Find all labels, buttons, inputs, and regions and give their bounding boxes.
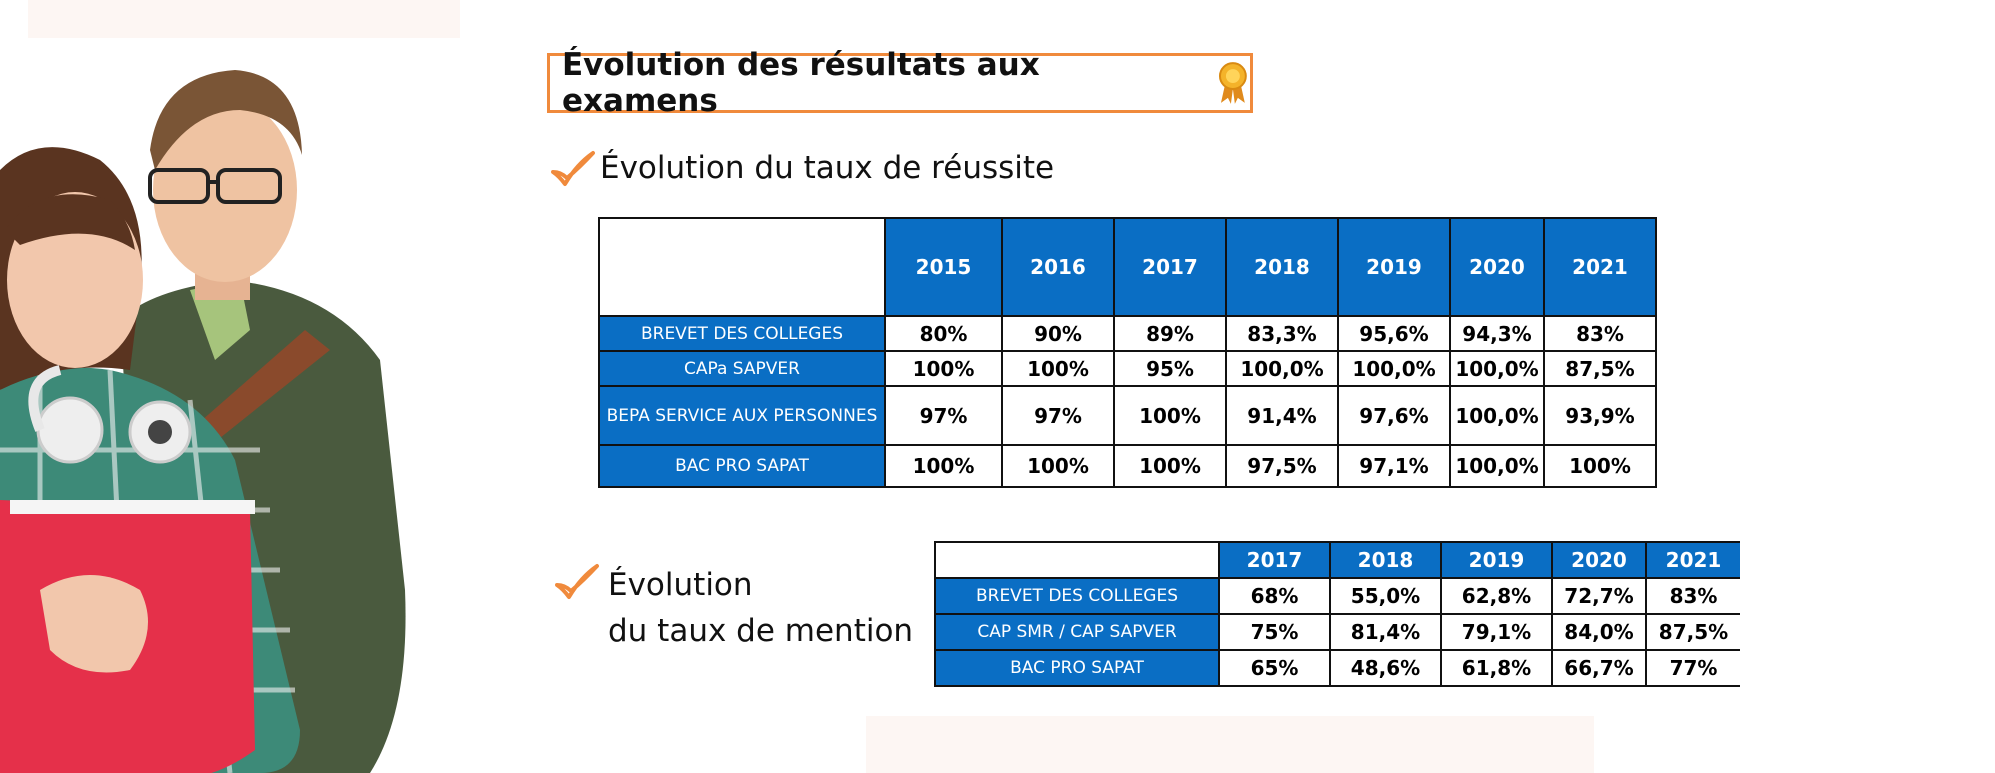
rate-cell: 87,5% <box>1543 350 1657 387</box>
rate-cell: 72,7% <box>1551 577 1647 615</box>
success-rate-table: 2015 2016 2017 2018 2019 2020 2021 BREVE… <box>598 217 1657 488</box>
rate-cell: 83% <box>1543 315 1657 352</box>
rate-cell: 97% <box>1001 385 1115 446</box>
section-label-line: Évolution <box>608 567 753 603</box>
students-photo <box>0 70 406 773</box>
year-header: 2015 <box>884 217 1003 317</box>
decorative-band-top <box>28 0 460 38</box>
rate-cell: 68% <box>1218 577 1331 615</box>
year-header: 2021 <box>1645 541 1740 579</box>
row-label: CAP SMR / CAP SAPVER <box>934 613 1220 651</box>
rate-cell: 100% <box>1543 444 1657 488</box>
rate-cell: 84,0% <box>1551 613 1647 651</box>
rate-cell: 94,3% <box>1449 315 1545 352</box>
year-header: 2020 <box>1551 541 1647 579</box>
rate-cell: 97,1% <box>1337 444 1451 488</box>
rate-cell: 95% <box>1113 350 1227 387</box>
year-header: 2017 <box>1113 217 1227 317</box>
rate-cell: 48,6% <box>1329 649 1442 687</box>
year-header: 2021 <box>1543 217 1657 317</box>
rate-cell: 55,0% <box>1329 577 1442 615</box>
rate-cell: 93,9% <box>1543 385 1657 446</box>
table-row: CAP SMR / CAP SAPVER 75% 81,4% 79,1% 84,… <box>934 613 1740 651</box>
rate-cell: 75% <box>1218 613 1331 651</box>
checkmark-icon <box>551 151 595 186</box>
table-corner-cell <box>598 217 886 317</box>
rate-cell: 87,5% <box>1645 613 1740 651</box>
rate-cell: 80% <box>884 315 1003 352</box>
rate-cell: 100% <box>1001 350 1115 387</box>
row-label: BEPA SERVICE AUX PERSONNES <box>598 385 886 446</box>
rate-cell: 97,5% <box>1225 444 1339 488</box>
rate-cell: 97% <box>884 385 1003 446</box>
rate-cell: 79,1% <box>1440 613 1553 651</box>
table-row: BAC PRO SAPAT 100% 100% 100% 97,5% 97,1%… <box>598 444 1657 488</box>
year-header: 2016 <box>1001 217 1115 317</box>
rate-cell: 100% <box>884 350 1003 387</box>
rate-cell: 100,0% <box>1449 444 1545 488</box>
rate-cell: 89% <box>1113 315 1227 352</box>
rate-cell: 100% <box>884 444 1003 488</box>
section-label-line: du taux de mention <box>608 613 914 649</box>
distinction-rate-table: 2017 2018 2019 2020 2021 BREVET DES COLL… <box>934 541 1740 687</box>
table-row: BAC PRO SAPAT 65% 48,6% 61,8% 66,7% 77% <box>934 649 1740 687</box>
rate-cell: 95,6% <box>1337 315 1451 352</box>
table-row: BREVET DES COLLEGES 80% 90% 89% 83,3% 95… <box>598 315 1657 352</box>
year-header: 2017 <box>1218 541 1331 579</box>
rate-cell: 83,3% <box>1225 315 1339 352</box>
rate-cell: 100% <box>1113 385 1227 446</box>
medal-icon <box>1219 62 1248 104</box>
rate-cell: 100% <box>1113 444 1227 488</box>
row-label: BAC PRO SAPAT <box>598 444 886 488</box>
rate-cell: 77% <box>1645 649 1740 687</box>
year-header: 2020 <box>1449 217 1545 317</box>
rate-cell: 81,4% <box>1329 613 1442 651</box>
row-label: BREVET DES COLLEGES <box>934 577 1220 615</box>
year-header: 2018 <box>1329 541 1442 579</box>
row-label: BAC PRO SAPAT <box>934 649 1220 687</box>
page-title: Évolution des résultats aux examens <box>562 47 1040 119</box>
rate-cell: 62,8% <box>1440 577 1553 615</box>
checkmark-icon <box>555 564 599 599</box>
rate-cell: 91,4% <box>1225 385 1339 446</box>
rate-cell: 100% <box>1001 444 1115 488</box>
table-corner-cell <box>934 541 1220 579</box>
rate-cell: 100,0% <box>1449 350 1545 387</box>
table-row: BEPA SERVICE AUX PERSONNES 97% 97% 100% … <box>598 385 1657 446</box>
rate-cell: 65% <box>1218 649 1331 687</box>
year-header: 2018 <box>1225 217 1339 317</box>
year-header: 2019 <box>1440 541 1553 579</box>
table-row: CAPa SAPVER 100% 100% 95% 100,0% 100,0% … <box>598 350 1657 387</box>
section-success-rate-label: Évolution du taux de réussite <box>600 150 1055 186</box>
rate-cell: 100,0% <box>1225 350 1339 387</box>
rate-cell: 66,7% <box>1551 649 1647 687</box>
rate-cell: 61,8% <box>1440 649 1553 687</box>
row-label: CAPa SAPVER <box>598 350 886 387</box>
rate-cell: 97,6% <box>1337 385 1451 446</box>
table-row: BREVET DES COLLEGES 68% 55,0% 62,8% 72,7… <box>934 577 1740 615</box>
year-header: 2019 <box>1337 217 1451 317</box>
rate-cell: 83% <box>1645 577 1740 615</box>
rate-cell: 90% <box>1001 315 1115 352</box>
row-label: BREVET DES COLLEGES <box>598 315 886 352</box>
page-title-box: Évolution des résultats aux examens <box>547 47 1253 119</box>
rate-cell: 100,0% <box>1449 385 1545 446</box>
section-distinction-rate-label: Évolution du taux de mention <box>608 562 913 654</box>
decorative-band-bottom <box>866 716 1594 773</box>
rate-cell: 100,0% <box>1337 350 1451 387</box>
